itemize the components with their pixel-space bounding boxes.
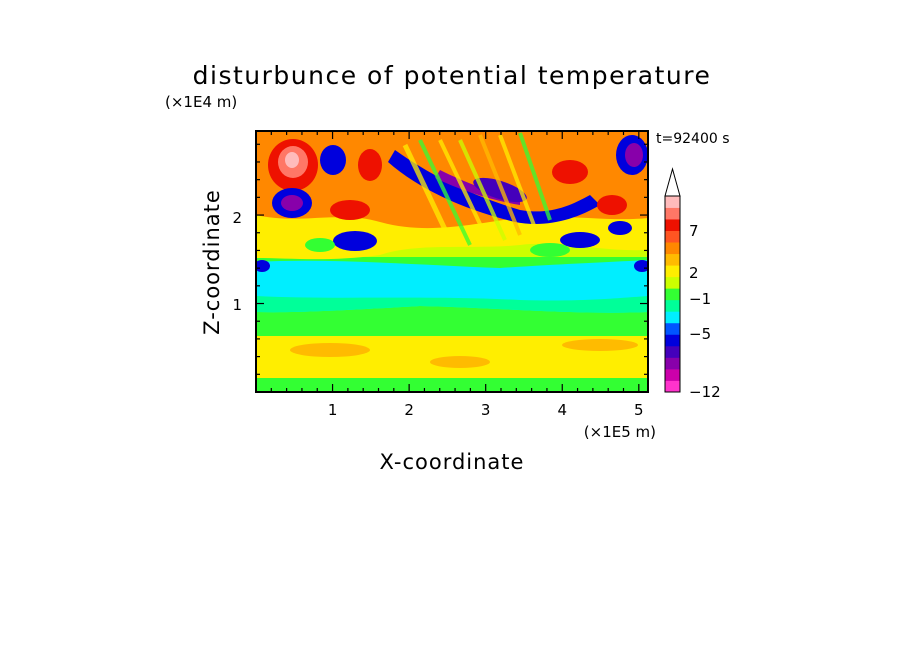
cell-red-5	[358, 149, 382, 181]
cell-red-3	[552, 160, 588, 184]
cell-blue-6	[608, 221, 632, 235]
x-tick-label-1: 1	[328, 401, 338, 419]
chart-title: disturbunce of potential temperature	[193, 61, 712, 90]
cell-blue-3	[333, 231, 377, 251]
x-axis-label: X-coordinate	[380, 450, 525, 474]
colorbar-segment	[665, 345, 680, 358]
y-axis-label: Z-coordinate	[200, 189, 224, 335]
colorbar	[664, 167, 681, 393]
wave-stripes	[402, 132, 552, 246]
colorbar-label-minus5: −5	[689, 325, 711, 343]
colorbar-segment	[665, 242, 680, 255]
colorbar-segment	[665, 219, 680, 231]
colorbar-label-7: 7	[689, 222, 699, 240]
contour-field	[256, 131, 648, 392]
colorbar-segment	[665, 196, 680, 208]
band-ground-green	[256, 378, 648, 392]
colorbar-segment	[665, 380, 680, 393]
x-unit-label: (×1E5 m)	[584, 423, 656, 441]
y-unit-label: (×1E4 m)	[165, 93, 237, 111]
colorbar-segment	[665, 334, 680, 347]
x-tick-label-5: 5	[634, 401, 644, 419]
x-tick-label-2: 2	[404, 401, 414, 419]
colorbar-frame	[664, 195, 681, 393]
cell-red-4	[597, 195, 627, 215]
plot-frame	[255, 130, 649, 393]
blob-lower-orange-2	[562, 339, 638, 351]
band-cyan-green-edge	[256, 296, 648, 313]
colorbar-segment	[665, 253, 680, 266]
band-lower-green	[256, 318, 648, 336]
colorbar-label-minus12: −12	[689, 383, 721, 401]
cell-green-2	[530, 243, 570, 257]
cell-blue-8	[634, 260, 648, 272]
colorbar-segment	[665, 368, 680, 381]
colorbar-label-2: 2	[689, 264, 699, 282]
cell-blue-7	[256, 260, 270, 272]
x-tick-label-4: 4	[558, 401, 568, 419]
time-label: t=92400 s	[656, 131, 730, 147]
cell-blue-5	[560, 232, 600, 248]
colorbar-segment	[665, 322, 680, 335]
colorbar-extend-arrow	[664, 167, 681, 197]
colorbar-segment	[665, 276, 680, 289]
colorbar-segment	[665, 207, 680, 220]
blob-lower-orange-3	[430, 356, 490, 368]
y-tick-label-2: 2	[232, 209, 242, 227]
arc-blue	[388, 150, 600, 225]
x-tick-label-3: 3	[481, 401, 491, 419]
colorbar-segment	[665, 288, 680, 301]
colorbar-segment	[665, 311, 680, 324]
colorbar-segment	[665, 230, 680, 243]
colorbar-segment	[665, 265, 680, 278]
y-tick-label-1: 1	[232, 296, 242, 314]
axis-ticks	[256, 131, 648, 392]
cell-red-2	[330, 200, 370, 220]
cell-pink-1	[285, 152, 299, 168]
colorbar-segment	[665, 357, 680, 370]
cell-purple-2	[625, 143, 643, 167]
colorbar-label-minus1: −1	[689, 290, 711, 308]
colorbar-segment	[665, 299, 680, 312]
cell-purple-1	[281, 195, 303, 211]
blob-lower-orange-1	[290, 343, 370, 357]
cell-blue-2	[320, 145, 346, 175]
cell-green-1	[305, 238, 335, 252]
